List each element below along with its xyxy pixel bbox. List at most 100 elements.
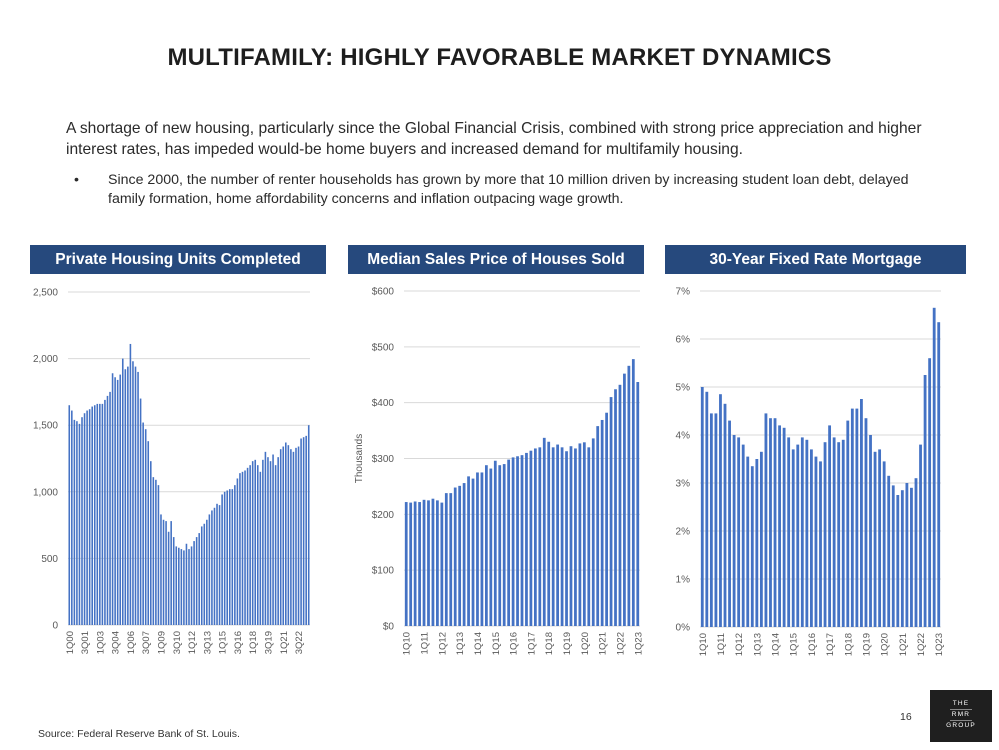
bar xyxy=(96,403,99,625)
y-tick-label: $300 xyxy=(372,454,395,465)
x-tick-label: 3Q07 xyxy=(141,631,152,654)
bar xyxy=(547,441,551,626)
bar xyxy=(149,461,152,625)
bar xyxy=(91,406,93,625)
x-tick-label: 1Q06 xyxy=(126,631,137,654)
rmr-logo: THE RMR GROUP xyxy=(930,690,992,742)
page-number: 16 xyxy=(900,711,912,723)
bar xyxy=(932,307,936,627)
bar xyxy=(101,403,104,625)
bar xyxy=(246,467,249,625)
x-tick-label: 1Q00 xyxy=(65,631,76,654)
x-tick-label: 1Q17 xyxy=(825,633,836,656)
bar xyxy=(162,519,165,625)
bar xyxy=(409,502,413,626)
bar xyxy=(300,438,302,625)
bar xyxy=(928,358,932,627)
bar xyxy=(805,439,809,627)
bar xyxy=(221,494,223,625)
x-tick-label: 1Q23 xyxy=(934,633,945,656)
x-tick-label: 3Q01 xyxy=(80,631,91,654)
chart2-title: Median Sales Price of Houses Sold xyxy=(348,245,644,274)
y-tick-label: 2% xyxy=(676,527,691,538)
bar xyxy=(404,502,408,626)
x-tick-label: 1Q14 xyxy=(473,632,484,655)
bar xyxy=(170,521,172,625)
bar xyxy=(864,418,868,627)
bar xyxy=(440,502,444,626)
bar xyxy=(99,403,101,625)
bar xyxy=(236,478,239,625)
bar xyxy=(828,425,832,627)
bar xyxy=(719,394,722,627)
y-tick-label: 500 xyxy=(41,554,58,565)
bar xyxy=(498,465,502,626)
y-tick-label: 1% xyxy=(676,575,691,586)
x-tick-label: 1Q15 xyxy=(218,631,229,654)
x-tick-label: 1Q09 xyxy=(156,631,167,654)
bar xyxy=(728,420,731,627)
bar xyxy=(705,391,709,627)
bar xyxy=(905,483,909,627)
bar xyxy=(520,455,524,626)
x-tick-label: 3Q13 xyxy=(202,631,213,654)
bar xyxy=(307,425,310,625)
bar xyxy=(418,502,421,626)
bar xyxy=(574,448,577,626)
bar xyxy=(723,403,727,627)
bar xyxy=(737,437,741,627)
bar xyxy=(251,461,254,625)
bar xyxy=(627,365,631,626)
bar xyxy=(119,374,122,625)
x-tick-label: 1Q21 xyxy=(279,631,290,654)
y-tick-label: 2,000 xyxy=(33,354,58,365)
bar xyxy=(832,437,836,627)
y-tick-label: 1,500 xyxy=(33,421,58,432)
bar xyxy=(124,369,127,625)
bar xyxy=(167,531,170,625)
bar xyxy=(269,461,272,625)
bar xyxy=(282,446,285,625)
y-tick-label: $100 xyxy=(372,566,395,577)
bar xyxy=(769,418,772,627)
bar xyxy=(591,438,595,626)
bar xyxy=(493,460,497,626)
x-tick-label: 3Q16 xyxy=(233,631,244,654)
bar xyxy=(249,465,251,625)
bar xyxy=(732,435,736,627)
x-tick-label: 1Q21 xyxy=(598,632,609,655)
bar xyxy=(76,421,78,625)
bar xyxy=(533,448,537,626)
x-tick-label: 3Q04 xyxy=(111,631,122,654)
bar xyxy=(111,373,114,625)
chart1-title: Private Housing Units Completed xyxy=(30,245,326,274)
bar xyxy=(152,477,155,625)
bar xyxy=(142,422,144,625)
bar xyxy=(823,442,827,627)
bar xyxy=(850,408,854,627)
y-tick-label: $400 xyxy=(372,398,395,409)
bullet-marker: • xyxy=(74,172,79,188)
logo-line-1: THE xyxy=(952,700,970,707)
bar xyxy=(587,447,591,626)
bar xyxy=(919,444,922,627)
y-tick-label: $0 xyxy=(383,622,395,633)
bar xyxy=(623,373,626,626)
bar xyxy=(484,465,488,626)
bar xyxy=(267,457,269,625)
bar xyxy=(264,451,267,625)
y-axis-label: Thousands xyxy=(354,434,365,483)
bar xyxy=(213,507,216,625)
bar xyxy=(910,487,913,627)
bar xyxy=(750,466,754,627)
bar xyxy=(778,425,781,627)
bar xyxy=(185,543,188,625)
chart3-title: 30-Year Fixed Rate Mortgage xyxy=(665,245,966,274)
source-note: Source: Federal Reserve Bank of St. Loui… xyxy=(38,728,240,740)
bar xyxy=(295,447,297,625)
bar xyxy=(436,500,439,626)
bar xyxy=(489,468,493,626)
bar xyxy=(244,470,246,625)
x-tick-label: 1Q15 xyxy=(789,633,800,656)
intro-paragraph: A shortage of new housing, particularly … xyxy=(66,120,922,158)
